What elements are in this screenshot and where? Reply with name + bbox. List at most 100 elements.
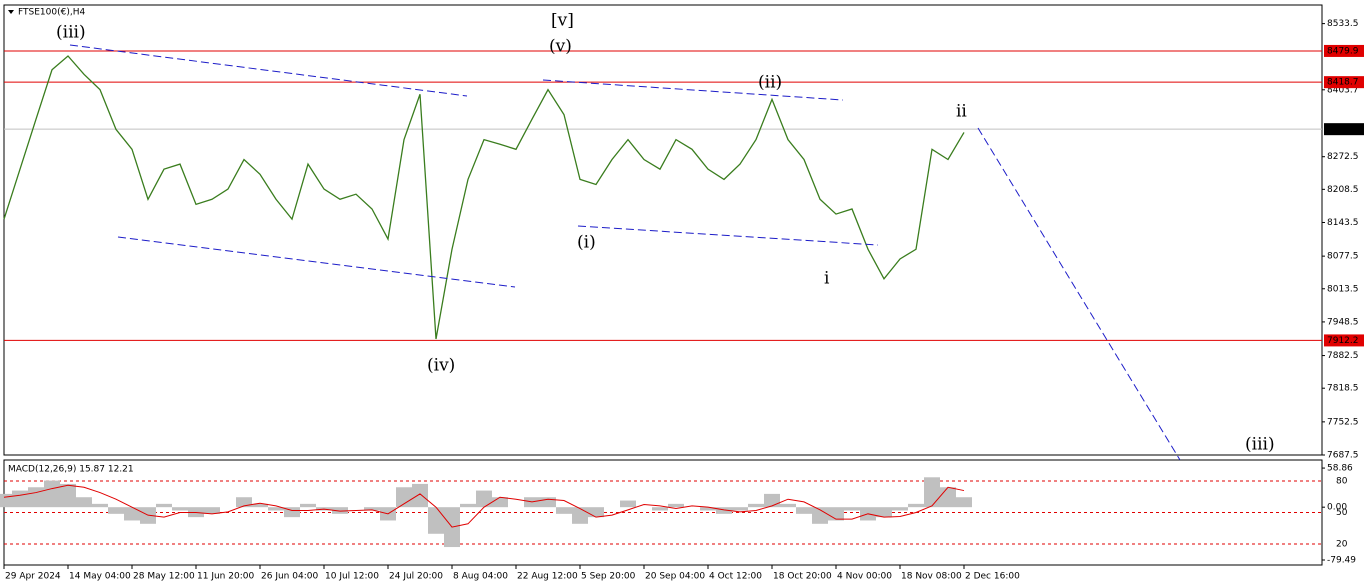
y2-tick-label: 80	[1336, 477, 1348, 487]
x-tick-label: 4 Nov 00:00	[837, 572, 892, 582]
price-line	[3, 55, 965, 340]
macd-bar	[956, 497, 972, 508]
macd-bar	[700, 507, 716, 511]
level-box	[1324, 76, 1364, 89]
wave-label: ii	[956, 102, 967, 122]
y2-tick-label: 20	[1336, 540, 1348, 550]
y-tick-label: 7818.5	[1327, 384, 1359, 394]
macd-bar	[940, 487, 956, 508]
wave-label: (iii)	[56, 23, 86, 43]
macd-bar	[492, 497, 508, 508]
macd-bar	[540, 497, 556, 508]
macd-bar	[108, 507, 124, 514]
trend-lines	[69, 44, 1181, 461]
macd-bar	[652, 507, 668, 511]
wave-label: (iii)	[1245, 435, 1275, 455]
macd-bar	[92, 503, 108, 508]
macd-bar	[412, 483, 428, 508]
wave-label: (iv)	[427, 356, 455, 376]
x-tick-label: 2 Dec 16:00	[965, 572, 1020, 582]
y2-tick-label: 50	[1336, 508, 1348, 518]
menu-arrow	[8, 10, 14, 14]
y-tick-label: -79.49	[1327, 556, 1356, 566]
macd-bar	[172, 507, 188, 511]
x-tick-label: 11 Jun 20:00	[197, 572, 254, 582]
macd-bar	[460, 503, 476, 508]
y-tick-label: 8013.5	[1327, 284, 1359, 294]
y-tick-label: 8533.5	[1327, 19, 1359, 29]
macd-bar	[268, 507, 284, 511]
macd-bar	[252, 503, 268, 508]
macd-bar	[12, 490, 28, 508]
y-tick-label: 58.86	[1327, 464, 1353, 474]
macd-bar	[764, 493, 780, 508]
x-tick-label: 4 Oct 12:00	[709, 572, 762, 582]
macd-bar	[28, 487, 44, 508]
wave-label: i	[824, 269, 830, 289]
macd-bar	[572, 507, 588, 524]
y-tick-label: 7948.5	[1327, 317, 1359, 327]
wave-label: [v]	[551, 11, 574, 31]
y-tick-label: 8077.5	[1327, 252, 1359, 262]
macd-bar	[44, 480, 60, 508]
y-tick-label: 7687.5	[1327, 451, 1359, 461]
macd-bar	[844, 507, 860, 511]
wave-label: (v)	[549, 37, 572, 57]
macd-bar	[620, 500, 636, 508]
macd-bar	[588, 507, 604, 518]
macd-bar	[428, 507, 444, 534]
level-box	[1324, 123, 1364, 136]
macd-bar	[876, 507, 892, 518]
x-tick-label: 22 Aug 12:00	[517, 572, 578, 582]
chart-title: FTSE100(€),H4	[18, 8, 85, 18]
level-box	[1324, 334, 1364, 347]
x-tick-label: 26 Jun 04:00	[261, 572, 318, 582]
trend-line	[977, 127, 1181, 461]
macd-bar	[300, 503, 316, 508]
x-tick-label: 28 May 12:00	[133, 572, 195, 582]
macd-title: MACD(12,26,9) 15.87 12.21	[8, 465, 134, 475]
x-tick-label: 29 Apr 2024	[5, 572, 61, 582]
wave-label: (ii)	[758, 73, 782, 93]
macd-bar	[892, 507, 908, 511]
y-tick-label: 7882.5	[1327, 351, 1359, 361]
macd-bar	[476, 490, 492, 508]
macd-bar	[796, 507, 812, 514]
macd-bar	[76, 497, 92, 508]
price-frame	[3, 4, 1323, 456]
y-tick-label: 8208.5	[1327, 185, 1359, 195]
macd-bar	[556, 507, 572, 514]
macd-bar	[284, 507, 300, 518]
macd-bar	[668, 503, 684, 508]
macd-bar	[60, 483, 76, 508]
macd-bar	[236, 497, 252, 508]
x-tick-label: 18 Nov 08:00	[901, 572, 962, 582]
macd-bar	[828, 507, 844, 521]
macd-bar	[0, 493, 12, 508]
macd-bar	[812, 507, 828, 524]
macd-bar	[732, 507, 748, 511]
level-label: 8479.9	[1327, 46, 1359, 56]
level-label: 7912.2	[1327, 336, 1359, 346]
macd-bar	[924, 477, 940, 508]
level-label: 8326.5	[1327, 125, 1359, 135]
x-tick-label: 8 Aug 04:00	[453, 572, 508, 582]
macd-bar	[156, 503, 172, 508]
y-tick-label: 7752.5	[1327, 417, 1359, 427]
macd-bar	[204, 507, 220, 514]
level-label: 8418.7	[1327, 78, 1359, 88]
macd-bar	[124, 507, 140, 521]
x-tick-label: 24 Jul 20:00	[389, 572, 443, 582]
trend-line	[577, 225, 879, 246]
x-tick-label: 10 Jul 12:00	[325, 572, 379, 582]
macd-bar	[332, 507, 348, 514]
x-tick-label: 20 Sep 04:00	[645, 572, 705, 582]
y-tick-label: 8143.5	[1327, 218, 1359, 228]
macd-bar	[716, 507, 732, 514]
y-tick-label: 8272.5	[1327, 152, 1359, 162]
trend-line	[542, 79, 844, 101]
level-box	[1324, 44, 1364, 57]
macd-bar	[780, 503, 796, 508]
